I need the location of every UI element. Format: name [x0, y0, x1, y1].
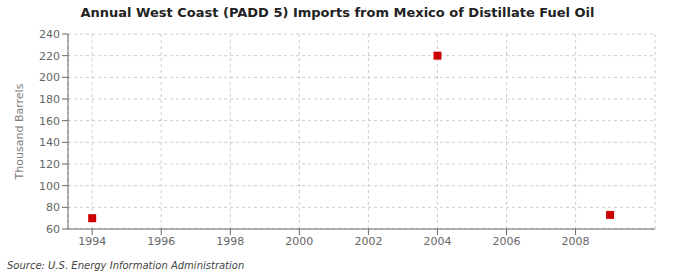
svg-text:2004: 2004	[423, 235, 451, 248]
svg-text:100: 100	[39, 180, 60, 193]
svg-text:1994: 1994	[78, 235, 106, 248]
svg-text:2008: 2008	[562, 235, 590, 248]
svg-text:2002: 2002	[354, 235, 382, 248]
svg-text:120: 120	[39, 158, 60, 171]
svg-text:240: 240	[39, 28, 60, 41]
svg-text:200: 200	[39, 71, 60, 84]
html-text:Annual West Coast (PADD 5) Imp: Annual West Coast (PADD 5) Imports from …	[80, 5, 595, 20]
svg-text:60: 60	[46, 223, 60, 236]
svg-text:160: 160	[39, 115, 60, 128]
svg-text:140: 140	[39, 136, 60, 149]
svg-text:1998: 1998	[216, 235, 244, 248]
svg-text:80: 80	[46, 201, 60, 214]
svg-text:180: 180	[39, 93, 60, 106]
svg-text:2000: 2000	[285, 235, 313, 248]
svg-text:220: 220	[39, 50, 60, 63]
svg-text:Thousand Barrels: Thousand Barrels	[13, 83, 26, 180]
svg-text:2006: 2006	[493, 235, 521, 248]
html-text:Source: U.S. Energy Informatio: Source: U.S. Energy Information Administ…	[7, 260, 245, 271]
svg-text:1996: 1996	[147, 235, 175, 248]
